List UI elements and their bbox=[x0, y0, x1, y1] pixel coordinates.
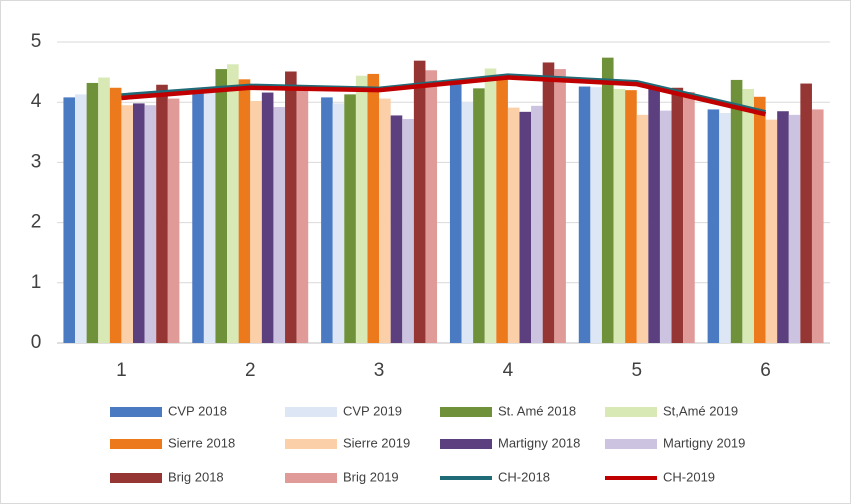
bar bbox=[507, 107, 520, 343]
bar bbox=[367, 73, 380, 343]
legend-label: CVP 2018 bbox=[168, 403, 227, 418]
legend-label: Sierre 2019 bbox=[343, 435, 410, 450]
legend-swatch bbox=[605, 407, 657, 417]
bar bbox=[613, 88, 626, 344]
legend-label: Sierre 2018 bbox=[168, 435, 235, 450]
legend-label: Brig 2019 bbox=[343, 469, 399, 484]
bar bbox=[109, 87, 122, 343]
bar bbox=[811, 109, 824, 343]
bar bbox=[425, 70, 438, 343]
legend-label: Martigny 2019 bbox=[663, 435, 745, 450]
bar bbox=[484, 68, 497, 343]
legend-swatch bbox=[605, 439, 657, 449]
legend-swatch bbox=[440, 407, 492, 417]
bar bbox=[238, 79, 251, 343]
bar bbox=[402, 119, 414, 343]
bar bbox=[707, 109, 720, 343]
bar bbox=[800, 83, 812, 344]
bar bbox=[590, 87, 602, 344]
bar bbox=[121, 105, 134, 344]
x-tick-label: 6 bbox=[760, 360, 771, 381]
bar bbox=[496, 78, 508, 344]
legend-swatch bbox=[285, 473, 337, 483]
bar bbox=[625, 90, 637, 343]
x-tick-label: 2 bbox=[245, 360, 256, 381]
bar bbox=[144, 105, 157, 344]
line-series bbox=[121, 75, 767, 117]
y-tick-label: 2 bbox=[31, 212, 42, 233]
bar bbox=[601, 57, 614, 343]
bar bbox=[332, 103, 345, 344]
x-tick-label: 1 bbox=[116, 360, 127, 381]
legend-swatch bbox=[110, 473, 162, 483]
y-tick-label: 0 bbox=[31, 332, 42, 353]
bar bbox=[777, 111, 789, 343]
bar bbox=[296, 88, 309, 344]
bar bbox=[167, 98, 180, 343]
legend-label: Brig 2018 bbox=[168, 469, 224, 484]
bar bbox=[788, 114, 801, 343]
bar bbox=[98, 77, 110, 343]
legend-label: CVP 2019 bbox=[343, 403, 402, 418]
bar bbox=[648, 85, 660, 344]
bar bbox=[659, 110, 672, 344]
y-tick-label: 1 bbox=[31, 272, 42, 293]
bar bbox=[578, 86, 591, 343]
legend-label: CH-2019 bbox=[663, 469, 715, 484]
bar bbox=[542, 62, 555, 344]
bar bbox=[742, 88, 754, 344]
bar bbox=[473, 88, 485, 343]
bar bbox=[753, 96, 766, 343]
bar bbox=[390, 115, 403, 343]
bar bbox=[321, 97, 333, 343]
x-tick-label: 5 bbox=[631, 360, 642, 381]
y-tick-label: 4 bbox=[31, 91, 42, 112]
legend-label: CH-2018 bbox=[498, 469, 550, 484]
bar bbox=[203, 91, 216, 343]
bar bbox=[285, 71, 297, 344]
bar bbox=[86, 82, 99, 343]
bar bbox=[133, 103, 145, 344]
bar bbox=[63, 97, 76, 343]
bar bbox=[449, 84, 462, 343]
bar bbox=[519, 111, 532, 343]
bar bbox=[461, 102, 474, 343]
legend-swatch bbox=[110, 439, 162, 449]
legend-label: St. Amé 2018 bbox=[498, 403, 576, 418]
bar bbox=[75, 94, 87, 344]
legend-swatch bbox=[110, 407, 162, 417]
bar bbox=[730, 79, 743, 344]
bar bbox=[215, 69, 228, 343]
bar bbox=[683, 91, 695, 343]
bar bbox=[261, 92, 274, 344]
bar bbox=[273, 107, 286, 344]
bar bbox=[413, 60, 426, 344]
bar bbox=[765, 119, 778, 344]
bar bbox=[192, 93, 204, 343]
legend-swatch bbox=[285, 407, 337, 417]
bar bbox=[355, 75, 368, 343]
x-tick-label: 4 bbox=[503, 360, 514, 381]
bar bbox=[554, 69, 566, 343]
legend-label: St,Amé 2019 bbox=[663, 403, 738, 418]
bar bbox=[250, 100, 262, 343]
bar bbox=[379, 98, 391, 343]
x-tick-label: 3 bbox=[374, 360, 385, 381]
bar bbox=[671, 87, 684, 343]
legend-swatch bbox=[440, 439, 492, 449]
y-tick-label: 5 bbox=[31, 31, 42, 52]
bar bbox=[636, 114, 649, 343]
bar bbox=[227, 64, 239, 344]
bar bbox=[531, 105, 543, 343]
bar bbox=[156, 84, 168, 343]
legend-swatch bbox=[285, 439, 337, 449]
y-tick-label: 3 bbox=[31, 151, 42, 172]
legend-label: Martigny 2018 bbox=[498, 435, 580, 450]
bar bbox=[344, 94, 356, 344]
bar bbox=[719, 113, 731, 343]
